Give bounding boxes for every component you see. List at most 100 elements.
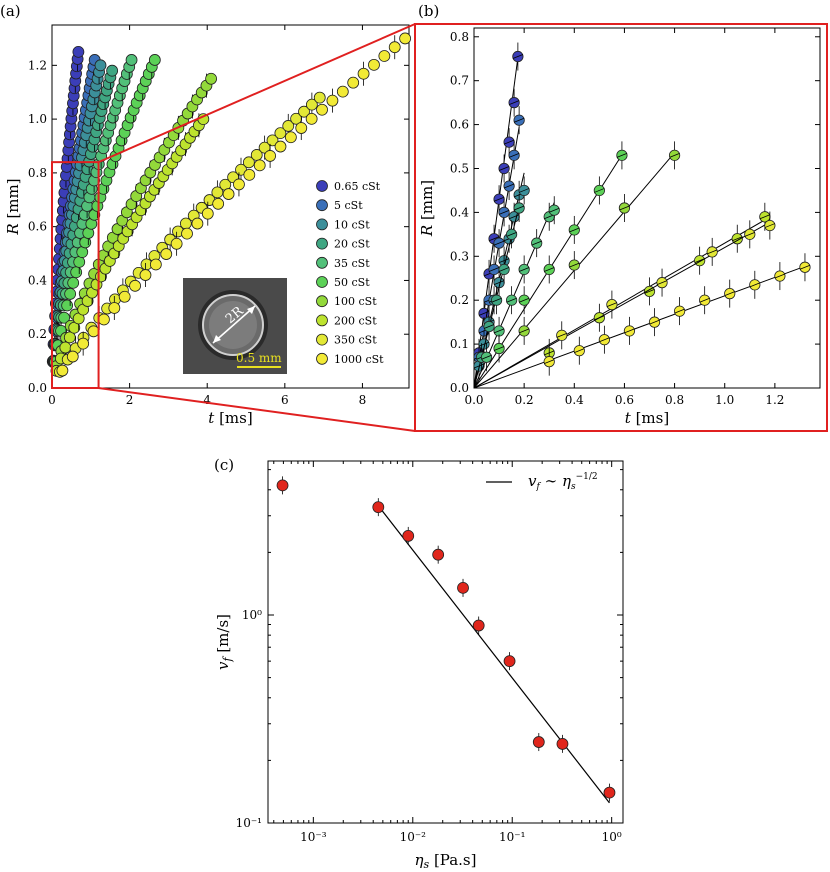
legend-marker bbox=[316, 256, 328, 269]
panel-b-ylabel-unit: [mm] bbox=[418, 180, 436, 225]
panel-c-xlabel-unit: [Pa.s] bbox=[429, 851, 476, 869]
panel-b-point-slash bbox=[498, 166, 510, 171]
panel-a-point bbox=[59, 341, 72, 354]
panel-a-point bbox=[87, 325, 100, 338]
panel-c-point bbox=[432, 548, 445, 561]
panel-b-label: (b) bbox=[418, 2, 439, 20]
panel-b-point-slash bbox=[549, 207, 560, 213]
legend-label: 100 cSt bbox=[334, 295, 377, 308]
panel-b-point-slash bbox=[513, 117, 525, 123]
panel-b-point-slash bbox=[759, 214, 770, 220]
panel-b-point-slash bbox=[724, 291, 735, 296]
panel-b-ytick-label: 0.6 bbox=[450, 118, 469, 132]
panel-a-point bbox=[56, 364, 69, 377]
panel-a-ytick-label: 0.8 bbox=[28, 166, 47, 180]
panel-b-ytick-label: 0.1 bbox=[450, 337, 469, 351]
legend-marker bbox=[316, 352, 328, 365]
panel-a-point bbox=[368, 58, 380, 71]
panel-a-point bbox=[282, 120, 295, 132]
panel-a-point bbox=[67, 276, 80, 289]
panel-b-point-slash bbox=[481, 354, 492, 360]
panel-a-point bbox=[108, 302, 121, 314]
panel-c-xtick-label: 10⁻² bbox=[400, 830, 427, 844]
panel-b-point-slash bbox=[503, 139, 515, 145]
panel-a-ytick-label: 1.0 bbox=[28, 112, 47, 126]
panel-b-point-slash bbox=[569, 262, 580, 268]
panel-c-point bbox=[276, 479, 289, 492]
panel-b-point-slash bbox=[506, 231, 517, 237]
panel-c-xlabel-sub: s bbox=[424, 858, 430, 871]
legend-marker bbox=[316, 180, 328, 192]
panel-a-point bbox=[399, 32, 412, 45]
panel-a-point bbox=[316, 103, 328, 116]
panel-b-point-slash bbox=[503, 183, 515, 189]
panel-c-legend-v: v bbox=[528, 472, 537, 490]
panel-b-point-slash bbox=[506, 297, 517, 303]
panel-b-point-slash bbox=[656, 280, 668, 286]
panel-b-ytick-label: 0.7 bbox=[450, 74, 469, 88]
panel-c-point bbox=[402, 530, 415, 542]
panel-a-point bbox=[233, 178, 245, 191]
panel-c-legend-etasub: s bbox=[571, 482, 576, 492]
panel-b-point-slash bbox=[498, 210, 510, 215]
panel-a-point bbox=[205, 72, 217, 85]
panel-a-xtick-label: 6 bbox=[281, 393, 289, 407]
panel-c-point bbox=[372, 501, 385, 514]
panel-a-point bbox=[212, 197, 225, 210]
panel-b-point-slash bbox=[508, 214, 520, 220]
panel-b-point-slash bbox=[606, 302, 618, 307]
legend-label: 200 cSt bbox=[334, 314, 377, 327]
panel-c-ylabel: vf [m/s] bbox=[214, 614, 234, 670]
zoom-connector-bottom bbox=[98, 387, 416, 432]
panel-b-point-slash bbox=[574, 348, 585, 354]
panel-c-legend-eta: η bbox=[562, 472, 571, 490]
panel-b-point-slash bbox=[649, 319, 660, 325]
panel-c-xlabel: ηs [Pa.s] bbox=[415, 851, 477, 871]
panel-b-point-slash bbox=[644, 289, 655, 294]
panel-b-point-slash bbox=[599, 337, 610, 343]
inset-arrowhead bbox=[247, 306, 255, 314]
panel-a-ylabel-symbol: R bbox=[4, 223, 22, 235]
panel-b-zoom-frame bbox=[414, 23, 828, 432]
panel-a-point bbox=[378, 50, 391, 62]
panel-a-point bbox=[98, 313, 110, 326]
panel-b-point-slash bbox=[569, 227, 580, 233]
panel-b-xtick-label: 0.6 bbox=[615, 393, 634, 407]
panel-c-point bbox=[503, 655, 516, 668]
panel-b-point-slash bbox=[544, 359, 555, 365]
panel-a-point bbox=[58, 311, 70, 324]
panel-a-point bbox=[222, 188, 235, 200]
panel-a-label: (a) bbox=[0, 2, 21, 20]
panel-b-point-slash bbox=[493, 280, 505, 286]
legend-marker bbox=[316, 218, 328, 231]
inset-scale-label: 0.5 mm bbox=[236, 351, 282, 365]
panel-a-xtick-label: 2 bbox=[126, 393, 134, 407]
panel-a-point bbox=[305, 112, 318, 125]
panel-b-xtick-label: 0.4 bbox=[565, 393, 584, 407]
panel-b-point-slash bbox=[707, 249, 718, 255]
panel-c-xtick-label: 10⁻¹ bbox=[499, 830, 525, 844]
panel-c-ylabel-symbol: v bbox=[214, 661, 232, 670]
panel-a-point bbox=[139, 269, 152, 281]
panel-b-point-slash bbox=[556, 332, 567, 338]
panel-b-point-slash bbox=[518, 297, 530, 303]
panel-b-point-slash bbox=[498, 267, 510, 272]
panel-b-point-slash bbox=[493, 196, 505, 202]
panel-b-point-slash bbox=[488, 267, 500, 272]
panel-a-point bbox=[66, 350, 79, 363]
panel-a-point bbox=[94, 59, 107, 72]
panel-b-point-slash bbox=[699, 297, 710, 303]
panel-a-point bbox=[181, 227, 193, 240]
panel-a-ytick-label: 0.0 bbox=[28, 381, 47, 395]
legend-marker bbox=[316, 276, 328, 288]
legend-label: 35 cSt bbox=[334, 257, 370, 270]
legend-marker bbox=[316, 333, 328, 346]
panel-b-point-slash bbox=[493, 346, 505, 351]
zoom-connector-top bbox=[98, 23, 416, 164]
panel-a-point bbox=[160, 248, 173, 260]
panel-c-legend-sim: ∼ bbox=[540, 472, 562, 490]
panel-b-point-slash bbox=[669, 152, 680, 158]
legend-label: 5 cSt bbox=[334, 199, 363, 212]
panel-a-point bbox=[77, 337, 90, 350]
